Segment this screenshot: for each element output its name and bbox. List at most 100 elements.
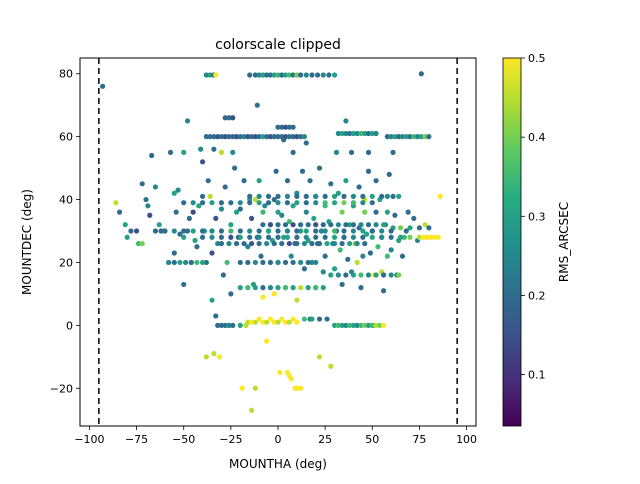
scatter-point bbox=[331, 200, 338, 206]
scatter-point bbox=[328, 181, 334, 187]
scatter-point bbox=[143, 196, 149, 203]
scatter-point bbox=[256, 316, 262, 322]
scatter-point bbox=[190, 209, 196, 215]
scatter-point bbox=[411, 134, 417, 140]
scatter-point bbox=[282, 134, 289, 140]
scatter-point bbox=[407, 234, 413, 240]
scatter-point bbox=[298, 134, 304, 140]
scatter-point bbox=[211, 351, 217, 357]
scatter-point bbox=[279, 316, 285, 322]
scatter-point bbox=[396, 134, 402, 140]
scatter-point bbox=[365, 168, 372, 174]
y-tick-label: −20 bbox=[50, 382, 73, 395]
scatter-point bbox=[362, 322, 368, 328]
scatter-point bbox=[228, 291, 234, 297]
scatter-point bbox=[437, 193, 443, 199]
scatter-point bbox=[252, 134, 258, 140]
scatter-point bbox=[117, 209, 123, 215]
scatter-point bbox=[122, 222, 128, 228]
scatter-point bbox=[279, 72, 285, 78]
scatter-point bbox=[315, 72, 321, 78]
scatter-point bbox=[390, 149, 396, 155]
chart-title: colorscale clipped bbox=[215, 37, 341, 53]
scatter-point bbox=[113, 200, 119, 206]
scatter-point bbox=[275, 200, 281, 206]
scatter-point bbox=[237, 206, 243, 212]
scatter-point bbox=[262, 203, 268, 209]
scatter-point bbox=[216, 354, 223, 360]
scatter-point bbox=[271, 291, 277, 297]
scatter-point bbox=[322, 228, 328, 234]
scatter-point bbox=[331, 240, 338, 247]
scatter-point bbox=[207, 134, 213, 140]
scatter-point bbox=[305, 285, 311, 291]
scatter-point bbox=[350, 322, 357, 328]
scatter-point bbox=[294, 319, 300, 325]
scatter-point bbox=[237, 200, 243, 206]
scatter-point bbox=[354, 259, 360, 266]
scatter-point bbox=[267, 222, 274, 228]
scatter-point bbox=[241, 178, 247, 184]
scatter-point bbox=[381, 288, 387, 294]
scatter-point bbox=[369, 234, 375, 240]
x-tick-label: 100 bbox=[456, 433, 477, 446]
y-tick-label: 20 bbox=[59, 256, 73, 269]
scatter-point bbox=[294, 134, 300, 140]
scatter-point bbox=[375, 244, 381, 250]
scatter-point bbox=[313, 234, 319, 240]
x-tick-label: 50 bbox=[365, 433, 379, 446]
scatter-point bbox=[301, 266, 307, 272]
scatter-point bbox=[171, 259, 177, 266]
scatter-point bbox=[365, 272, 372, 278]
scatter-point bbox=[303, 200, 309, 206]
scatter-point bbox=[284, 178, 291, 184]
scatter-point bbox=[303, 209, 309, 215]
scatter-point bbox=[275, 124, 281, 130]
scatter-point bbox=[294, 200, 300, 206]
scatter-point bbox=[284, 200, 291, 206]
scatter-point bbox=[194, 244, 200, 250]
scatter-point bbox=[286, 124, 292, 130]
scatter-point bbox=[307, 178, 313, 184]
scatter-point bbox=[298, 222, 304, 228]
scatter-point bbox=[275, 193, 281, 199]
scatter-point bbox=[211, 134, 217, 140]
scatter-point bbox=[282, 72, 289, 78]
scatter-point bbox=[275, 228, 281, 234]
scatter-point bbox=[399, 134, 406, 140]
scatter-point bbox=[230, 134, 236, 140]
scatter-point bbox=[181, 234, 187, 240]
scatter-point bbox=[362, 209, 368, 215]
scatter-point bbox=[350, 272, 357, 278]
scatter-point bbox=[416, 225, 423, 231]
scatter-point bbox=[324, 240, 330, 247]
scatter-point bbox=[286, 134, 292, 140]
scatter-point bbox=[218, 149, 225, 155]
scatter-point bbox=[228, 234, 234, 240]
scatter-point bbox=[416, 234, 423, 240]
scatter-point bbox=[305, 259, 311, 266]
scatter-point bbox=[226, 115, 232, 121]
scatter-point bbox=[422, 134, 428, 140]
scatter-point bbox=[341, 228, 347, 234]
scatter-point bbox=[252, 385, 258, 391]
y-axis: −20 0 20 40 60 80 bbox=[50, 68, 80, 395]
scatter-point bbox=[177, 231, 183, 237]
scatter-point bbox=[190, 200, 196, 206]
scatter-point bbox=[358, 130, 364, 137]
scatter-point bbox=[290, 222, 296, 228]
scatter-point bbox=[320, 285, 326, 291]
scatter-point bbox=[373, 178, 379, 184]
scatter-point bbox=[279, 240, 285, 247]
scatter-point bbox=[318, 228, 324, 234]
scatter-point bbox=[360, 234, 366, 240]
scatter-point bbox=[264, 319, 270, 325]
colorbar-ticks: 0.1 0.2 0.3 0.4 0.5 bbox=[521, 52, 546, 382]
scatter-point bbox=[237, 322, 243, 328]
x-axis-label: MOUNTHA (deg) bbox=[229, 457, 327, 471]
scatter-point bbox=[247, 200, 253, 206]
scatter-point bbox=[390, 193, 396, 199]
scatter-point bbox=[388, 247, 394, 253]
scatter-point bbox=[275, 285, 281, 291]
scatter-point bbox=[181, 149, 187, 155]
